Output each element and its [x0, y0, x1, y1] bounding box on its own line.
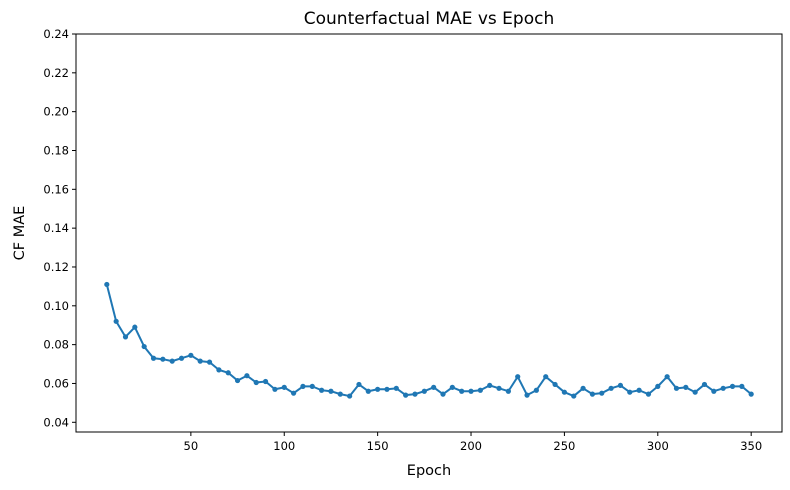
- y-tick-label: 0.24: [43, 27, 69, 41]
- data-point: [720, 385, 726, 391]
- y-tick-label: 0.06: [43, 376, 69, 390]
- y-axis-ticks: 0.04 0.06 0.08 0.10 0.12 0.14 0.16 0.18 0.20 0.22…: [43, 27, 76, 429]
- data-point: [673, 385, 680, 391]
- data-point: [515, 374, 521, 380]
- data-point: [449, 384, 455, 390]
- data-point: [487, 382, 493, 389]
- data-point: [300, 383, 306, 389]
- data-point: [216, 367, 222, 373]
- y-tick-label: 0.22: [43, 66, 69, 80]
- y-tick-label: 0.20: [43, 105, 69, 119]
- y-tick-label: 0.14: [43, 221, 69, 235]
- x-tick-label: 200: [460, 439, 482, 453]
- x-axis-ticks: 50 100 150 200 250 300 350: [184, 432, 762, 453]
- data-point: [150, 355, 157, 361]
- data-point: [403, 392, 409, 398]
- y-tick-label: 0.08: [43, 338, 69, 352]
- data-point: [711, 388, 717, 394]
- data-point: [365, 388, 371, 394]
- data-point: [160, 356, 166, 362]
- y-tick-label: 0.16: [43, 182, 69, 196]
- data-point: [496, 385, 502, 391]
- y-tick-label: 0.10: [43, 299, 69, 313]
- data-point: [543, 374, 549, 380]
- data-point: [571, 393, 577, 399]
- data-point: [319, 387, 325, 393]
- x-tick-label: 150: [367, 439, 389, 453]
- data-point: [645, 391, 652, 397]
- data-point: [337, 391, 343, 397]
- data-point: [636, 387, 642, 393]
- data-point: [552, 381, 558, 388]
- data-point: [440, 391, 446, 397]
- y-tick-label: 0.04: [43, 415, 69, 429]
- data-point: [627, 389, 633, 395]
- plot-area: [104, 281, 754, 399]
- data-point: [729, 383, 736, 389]
- data-point: [253, 379, 259, 386]
- data-point: [281, 384, 287, 390]
- data-point: [309, 383, 315, 389]
- data-point: [459, 388, 465, 394]
- data-point: [122, 334, 129, 340]
- data-point: [617, 382, 624, 389]
- data-point: [580, 385, 586, 391]
- data-point: [421, 388, 427, 394]
- x-tick-label: 100: [273, 439, 295, 453]
- data-point: [505, 388, 511, 394]
- data-point: [683, 384, 689, 390]
- x-tick-label: 50: [184, 439, 199, 453]
- data-point: [113, 318, 119, 324]
- data-point: [197, 358, 203, 364]
- y-axis-label: CF MAE: [12, 206, 28, 261]
- series-line: [105, 284, 752, 398]
- plot-frame: [75, 33, 783, 433]
- data-point: [141, 343, 147, 350]
- x-axis-label: Epoch: [407, 463, 451, 479]
- data-point: [412, 391, 418, 397]
- data-point: [739, 383, 745, 389]
- data-point: [225, 370, 231, 376]
- data-point: [328, 388, 334, 394]
- y-tick-label: 0.18: [43, 143, 69, 157]
- data-point: [188, 352, 194, 358]
- data-point: [234, 377, 241, 384]
- data-point: [655, 383, 661, 389]
- data-point: [375, 386, 381, 392]
- data-point: [393, 385, 399, 391]
- data-point: [347, 393, 353, 399]
- data-point: [561, 389, 568, 395]
- data-point: [664, 374, 670, 380]
- data-point: [384, 386, 390, 392]
- data-point: [533, 387, 539, 393]
- data-point: [272, 386, 278, 392]
- chart-title: Counterfactual MAE vs Epoch: [304, 9, 554, 29]
- data-point: [431, 384, 437, 390]
- data-point: [701, 381, 708, 388]
- data-point: [468, 388, 474, 394]
- x-tick-label: 350: [740, 439, 762, 453]
- data-point: [524, 392, 530, 398]
- x-tick-label: 300: [647, 439, 669, 453]
- data-point: [692, 389, 698, 395]
- y-tick-label: 0.12: [43, 260, 69, 274]
- data-point: [169, 358, 175, 364]
- data-point: [748, 391, 754, 397]
- data-point: [104, 281, 110, 288]
- data-point: [589, 391, 596, 397]
- data-point: [178, 355, 185, 361]
- data-point: [290, 390, 297, 396]
- data-point: [206, 359, 213, 365]
- x-tick-label: 250: [553, 439, 575, 453]
- data-point: [262, 378, 269, 385]
- data-point: [477, 387, 483, 393]
- data-point: [599, 390, 605, 396]
- data-point: [356, 381, 362, 388]
- data-point: [132, 324, 138, 330]
- data-point: [608, 385, 614, 391]
- data-point: [244, 373, 250, 379]
